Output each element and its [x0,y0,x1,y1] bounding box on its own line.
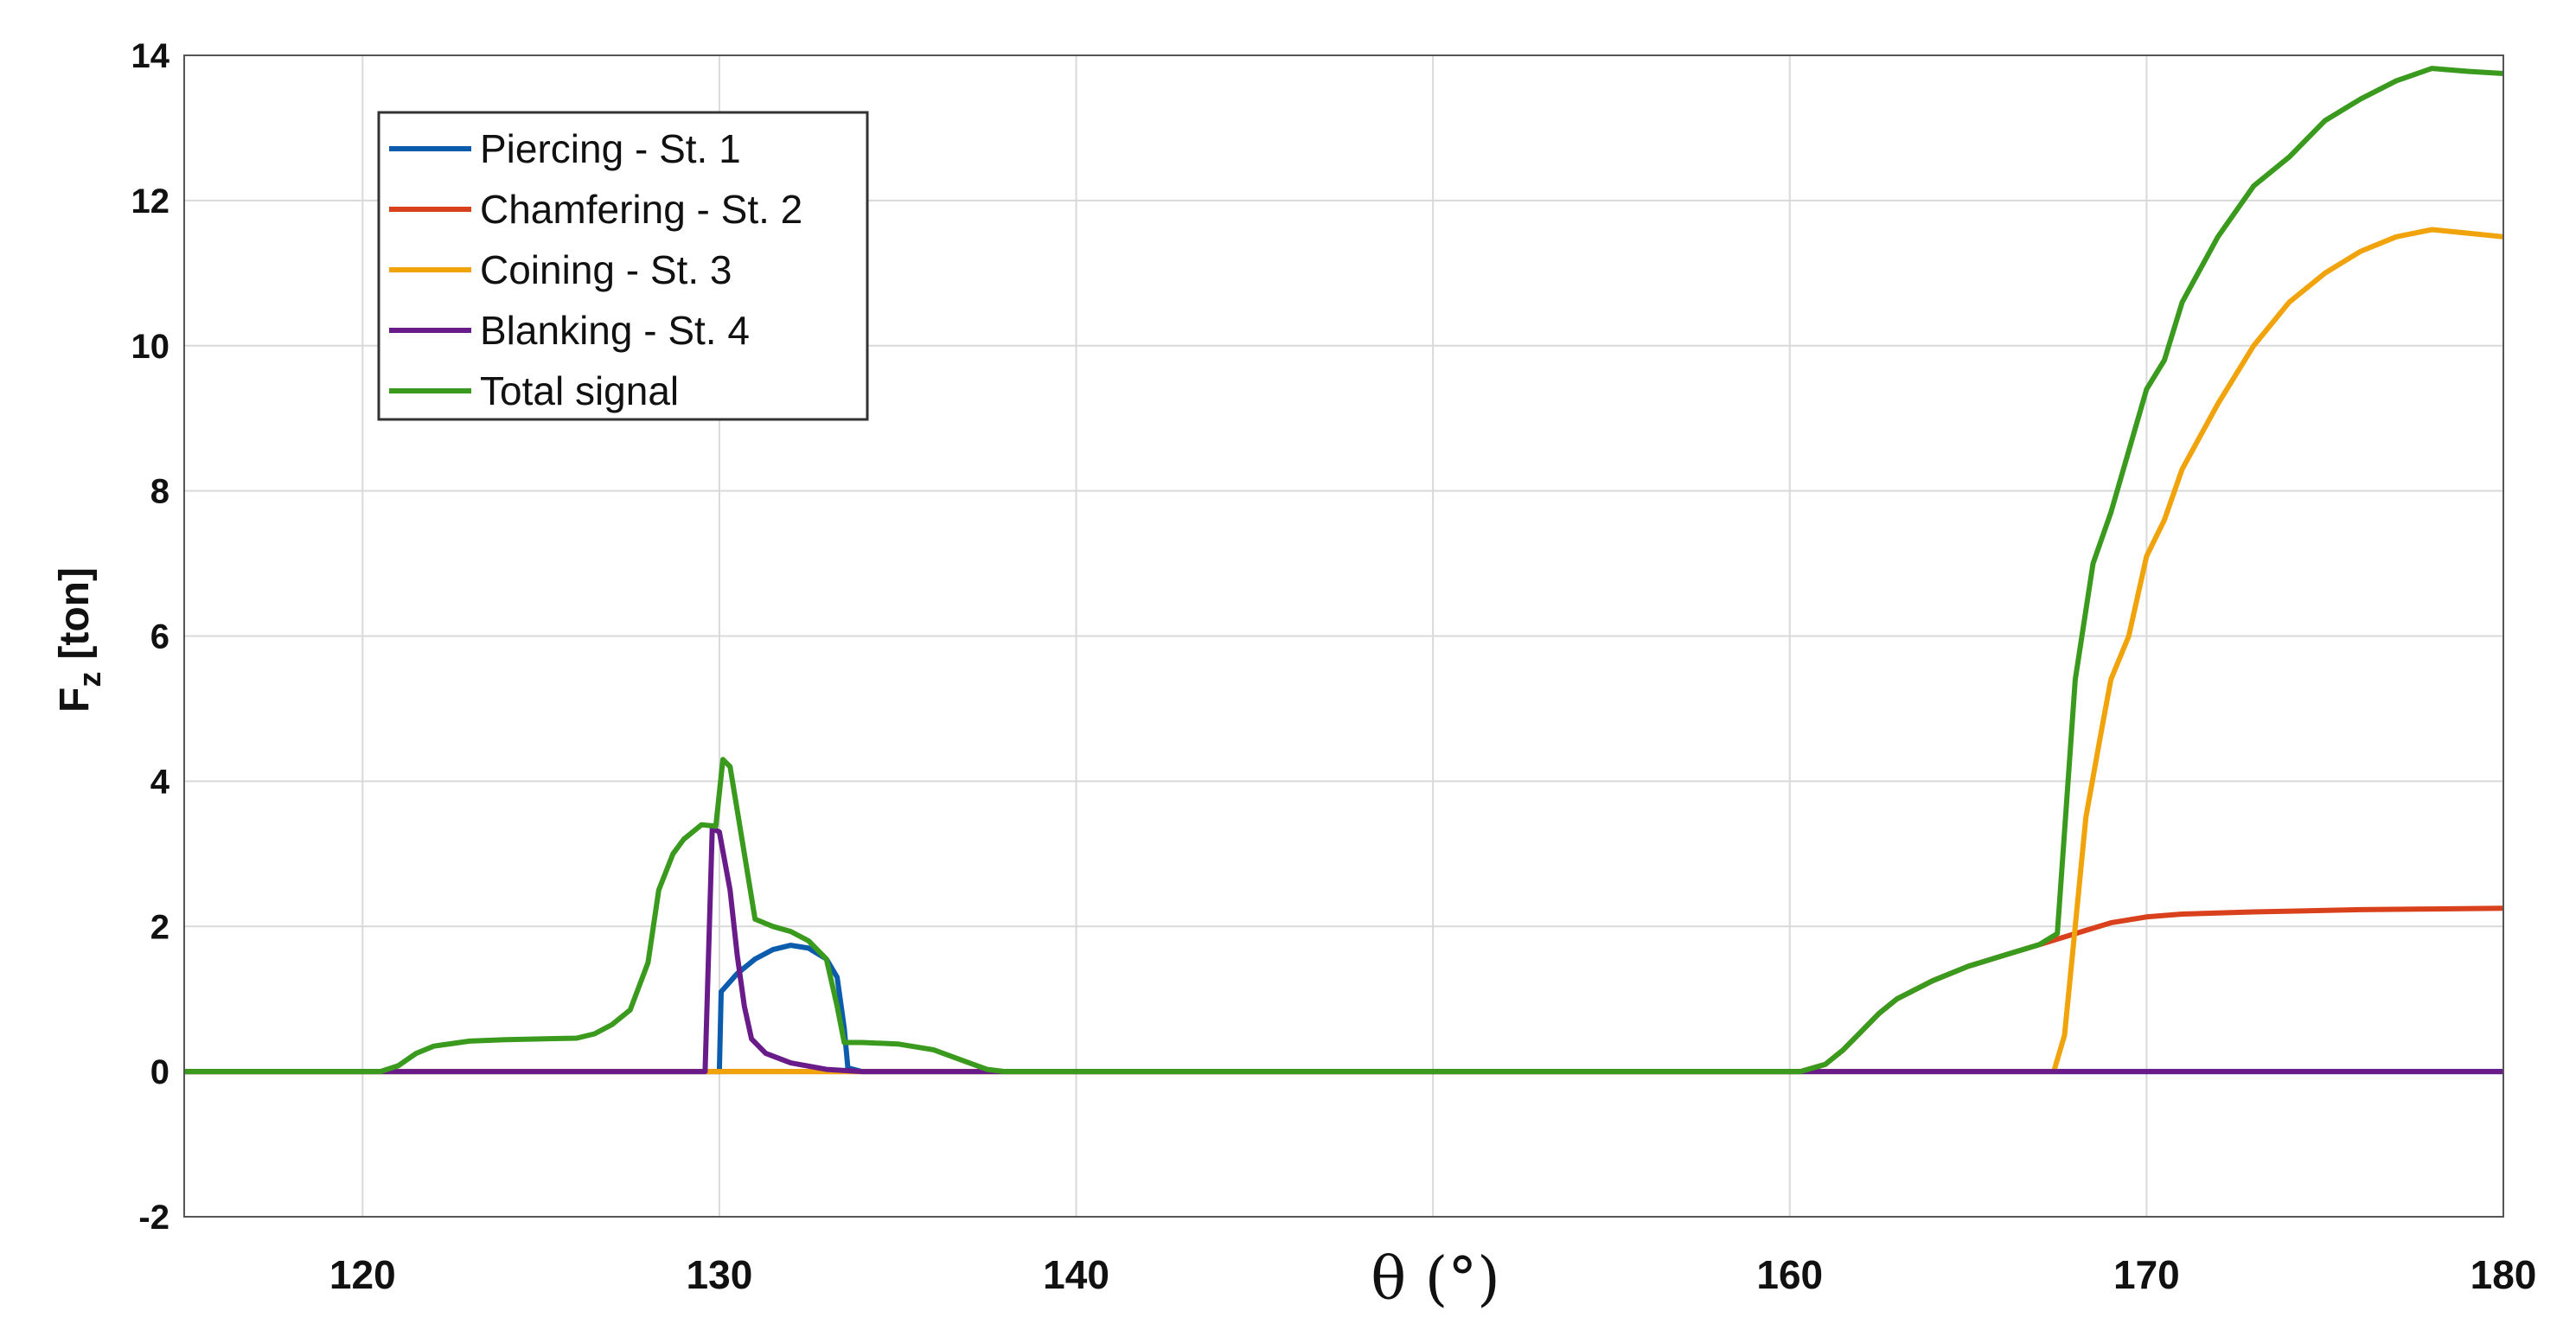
legend-label: Blanking - St. 4 [480,308,750,353]
x-tick-label: 160 [1756,1252,1823,1297]
x-tick-label: 140 [1043,1252,1109,1297]
y-axis-label-subscript: z [72,672,107,687]
y-tick-label: 14 [131,37,170,75]
legend-entry: Blanking - St. 4 [389,308,750,353]
y-tick-labels: -2 0 2 4 6 8 10 12 14 [131,37,170,1237]
legend-entry: Coining - St. 3 [389,247,732,292]
legend-label: Total signal [480,368,679,413]
y-tick-label: 6 [150,618,169,656]
y-tick-label: 10 [131,328,170,366]
svg-text:Fz[ton]: Fz [ton] [52,567,107,713]
legend-entry: Total signal [389,368,679,413]
legend-label: Piercing - St. 1 [480,126,741,171]
x-axis-label: θ (°) [1371,1245,1500,1314]
legend: Piercing - St. 1 Chamfering - St. 2 Coin… [377,111,869,421]
y-tick-label: 8 [150,473,169,511]
legend-entry: Chamfering - St. 2 [389,187,802,232]
y-axis-label-symbol: F [52,687,98,713]
series-line [184,66,2504,1075]
legend-label: Chamfering - St. 2 [480,187,802,232]
x-tick-label: 180 [2471,1252,2537,1297]
x-tick-label: 120 [329,1252,396,1297]
y-tick-label: 12 [131,182,170,221]
series-line [184,227,2504,1075]
series-line [184,943,2503,1075]
legend-entry: Piercing - St. 1 [389,126,741,171]
x-tick-label: 130 [687,1252,753,1297]
y-tick-label: 2 [150,908,169,946]
series-lines [184,66,2504,1075]
y-tick-label: 4 [150,763,170,801]
legend-label: Coining - St. 3 [480,247,732,292]
y-axis-label: Fz [ton] [52,567,107,713]
y-tick-label: 0 [150,1053,169,1091]
plot-frame [183,54,2504,1218]
y-axis-label-unit: [ton] [52,567,98,660]
y-tick-label: -2 [138,1199,169,1237]
x-tick-label: 170 [2113,1252,2180,1297]
x-tick-labels: 120 130 140 160 170 180 [329,1252,2536,1297]
legend-box [377,111,869,421]
